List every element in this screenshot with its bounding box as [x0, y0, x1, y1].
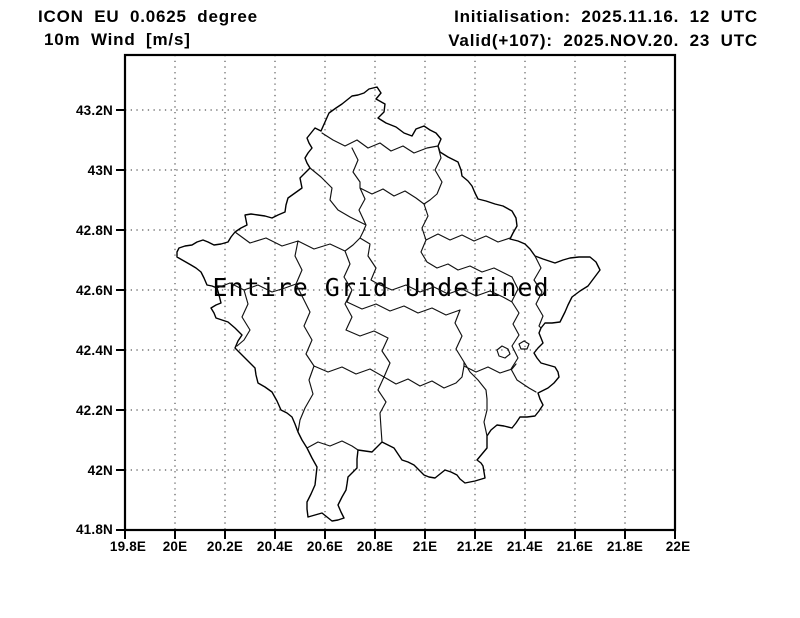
lon-tick-label: 21.4E [507, 539, 543, 554]
lon-tick-label: 21.2E [457, 539, 493, 554]
model-title: ICON EU 0.0625 degree [38, 7, 258, 26]
enclave-polygon [496, 345, 511, 359]
plot-frame [123, 53, 677, 532]
kosovo-outer-boundary [176, 86, 601, 522]
enclave-polygon [518, 340, 530, 350]
lon-tick-label: 20.8E [357, 539, 393, 554]
lon-tick-label: 20.4E [257, 539, 293, 554]
parameter-title: 10m Wind [m/s] [44, 30, 191, 49]
latitude-axis-labels: 43.2N 43N 42.8N 42.6N 42.4N 42.2N 42N 41… [76, 103, 113, 537]
map-layer [176, 86, 601, 522]
lat-tick-label: 42N [88, 463, 113, 478]
lat-tick-label: 43N [88, 163, 113, 178]
axis-tick-marks [116, 109, 676, 539]
longitude-axis-labels: 19.8E 20E 20.2E 20.4E 20.6E 20.8E 21E 21… [110, 539, 690, 554]
lon-tick-label: 20.2E [207, 539, 243, 554]
header: ICON EU 0.0625 degree 10m Wind [m/s] Ini… [38, 7, 758, 50]
undefined-grid-watermark: Entire Grid Undefined [212, 273, 549, 302]
lon-tick-label: 20E [163, 539, 188, 554]
valid-time-label: Valid(+107): 2025.NOV.20. 23 UTC [448, 31, 758, 50]
municipality-borders [216, 132, 544, 451]
lon-tick-label: 21.8E [607, 539, 643, 554]
lat-tick-label: 42.2N [76, 403, 113, 418]
graticule-grid [125, 55, 675, 530]
lat-tick-label: 42.4N [76, 343, 113, 358]
lat-tick-label: 41.8N [76, 522, 113, 537]
lat-tick-label: 43.2N [76, 103, 113, 118]
lon-tick-label: 19.8E [110, 539, 146, 554]
initialisation-label: Initialisation: 2025.11.16. 12 UTC [454, 7, 758, 26]
lon-tick-label: 21E [413, 539, 438, 554]
lat-tick-label: 42.6N [76, 283, 113, 298]
lat-tick-label: 42.8N [76, 223, 113, 238]
lon-tick-label: 21.6E [557, 539, 593, 554]
lon-tick-label: 20.6E [307, 539, 343, 554]
lon-tick-label: 22E [666, 539, 691, 554]
